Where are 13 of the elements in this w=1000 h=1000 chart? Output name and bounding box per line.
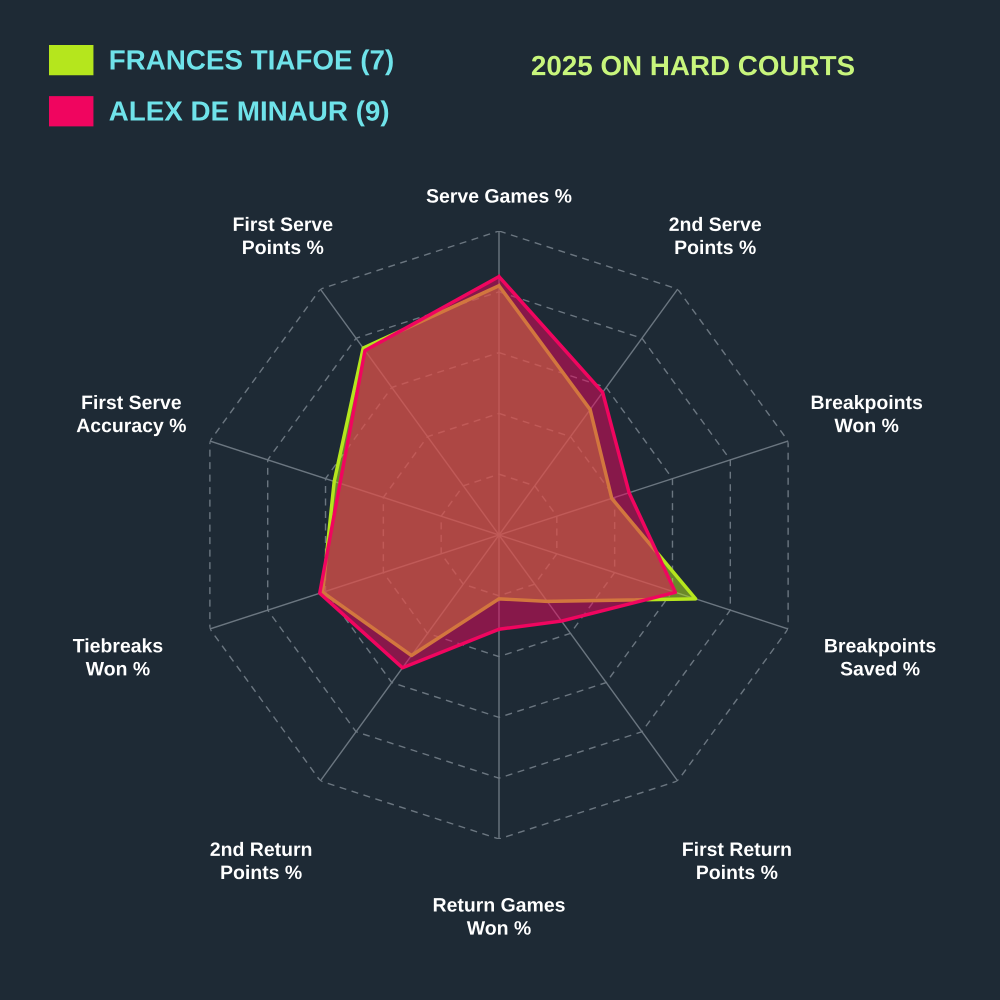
spoke-label: Serve Games %: [426, 189, 572, 203]
spoke-label: Breakpoints Saved %: [825, 638, 936, 676]
spoke-label: First Serve Accuracy %: [76, 394, 186, 436]
legend-label: ALEX DE MINAUR (9): [109, 100, 388, 126]
spoke-label: 2nd Serve Points %: [669, 216, 762, 254]
legend-label: FRANCES TIAFOE (7): [110, 49, 393, 76]
spoke-label: Breakpoints Won %: [812, 394, 922, 432]
spoke-label: First Serve Points %: [234, 216, 332, 254]
spoke-label: Return Games Won %: [434, 898, 565, 935]
spoke-label: First Return Points %: [683, 842, 791, 880]
spoke-label: Tiebreaks Won %: [72, 638, 162, 676]
spoke-label: 2nd Return Points %: [210, 842, 312, 880]
chart-title: 2025 ON HARD COURTS: [532, 56, 854, 76]
